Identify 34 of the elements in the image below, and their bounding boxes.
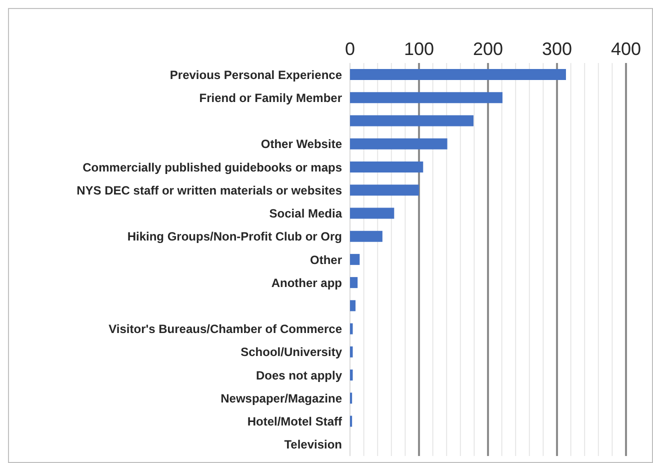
x-tick-label: 100	[404, 39, 434, 59]
bar	[350, 92, 502, 104]
bar	[350, 115, 474, 126]
bar	[350, 370, 353, 381]
x-tick-label: 0	[344, 39, 356, 59]
y-tick-label: Hiking Groups/Non-Profit Club or Org	[127, 230, 342, 244]
y-tick-label: Newspaper/Magazine	[220, 391, 342, 406]
bar	[350, 138, 448, 150]
bar	[350, 346, 353, 358]
bar	[350, 277, 358, 288]
y-tick-label: Does not apply	[256, 368, 342, 382]
y-tick-label: Television	[284, 438, 342, 452]
x-tick-label: 300	[542, 39, 572, 59]
y-tick-label: Hotel/Motel Staff	[247, 414, 343, 429]
y-tick-label: NYS DEC staff or written materials or websites	[76, 183, 342, 198]
y-tick-label: Visitor's Bureaus/Chamber of Commerce	[108, 322, 342, 336]
y-tick-label: Social Media	[269, 206, 342, 221]
bar	[350, 300, 356, 312]
y-tick-label: Commercially published guidebooks or maps	[82, 160, 342, 174]
bar	[350, 184, 419, 196]
y-tick-label: Other	[310, 252, 342, 267]
x-tick-label: 200	[472, 39, 504, 59]
y-tick-label: Other Website	[260, 137, 342, 152]
bar	[350, 254, 360, 265]
x-tick-label: 400	[610, 39, 642, 59]
y-tick-label: Another app	[271, 276, 342, 290]
bar	[350, 69, 566, 80]
y-tick-label: School/University	[240, 345, 342, 360]
y-tick-label: Friend or Family Member	[199, 90, 342, 105]
bar	[350, 230, 382, 242]
y-tick-label: Previous Personal Experience	[170, 68, 342, 82]
bar	[350, 208, 394, 219]
bar	[350, 323, 353, 334]
bar	[350, 161, 424, 172]
